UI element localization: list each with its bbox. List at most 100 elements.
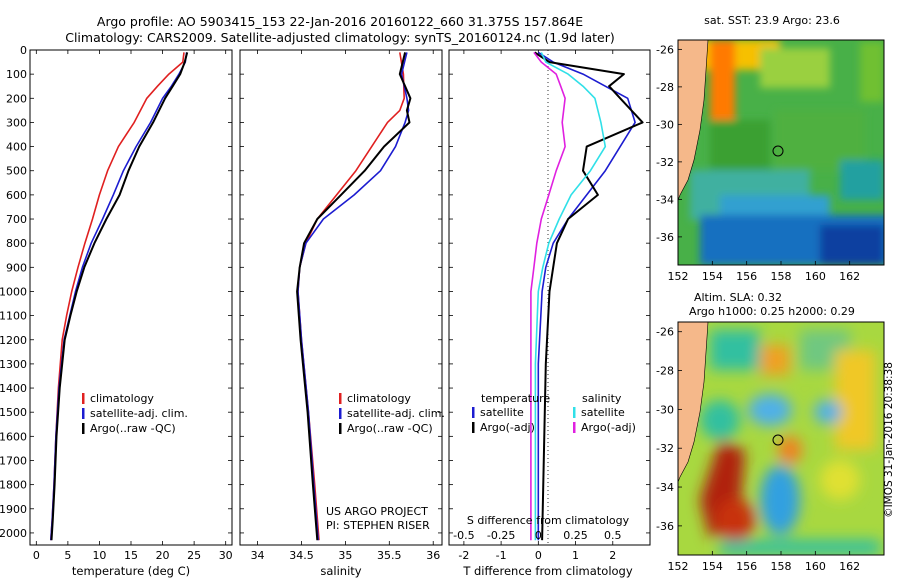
ytick-label: 1000 bbox=[0, 285, 27, 298]
map-ytick-label: -36 bbox=[656, 231, 674, 244]
map-xtick-label: 152 bbox=[668, 560, 689, 573]
temperature-lines bbox=[50, 52, 189, 541]
xtick-label: 20 bbox=[156, 549, 170, 562]
legend-swatch bbox=[472, 422, 475, 433]
map-xtick-label: 156 bbox=[736, 270, 757, 283]
salinity-xlabel: salinity bbox=[320, 564, 361, 578]
sla-map-title2: Argo h1000: 0.25 h2000: 0.29 bbox=[689, 305, 855, 318]
series-line bbox=[537, 51, 636, 541]
legend-label: climatology bbox=[347, 392, 411, 405]
ytick-label: 1500 bbox=[0, 406, 27, 419]
map-xtick-label: 152 bbox=[668, 270, 689, 283]
legend-swatch bbox=[573, 407, 576, 418]
legend-label: Argo(..raw -QC) bbox=[347, 422, 433, 435]
map-ytick-label: -26 bbox=[656, 43, 674, 56]
ytick-label: 600 bbox=[6, 189, 27, 202]
legend-label: satellite bbox=[480, 406, 524, 419]
difference-lines bbox=[530, 51, 644, 541]
sla-land bbox=[678, 322, 709, 483]
ytick-label: 1900 bbox=[0, 503, 27, 516]
legend-label: Argo(..raw -QC) bbox=[90, 422, 176, 435]
xtick-label: 5 bbox=[64, 549, 71, 562]
ytick-label: 900 bbox=[6, 261, 27, 274]
map-xtick-label: 158 bbox=[771, 270, 792, 283]
s-xtick-label: 0 bbox=[535, 529, 542, 542]
map-xtick-label: 160 bbox=[805, 270, 826, 283]
xtick-label: 10 bbox=[92, 549, 106, 562]
ytick-label: 1100 bbox=[0, 310, 27, 323]
xtick-label: 34.5 bbox=[289, 549, 314, 562]
map-ytick-label: -32 bbox=[656, 156, 674, 169]
sla-map-image bbox=[678, 322, 884, 555]
t-difference-xlabel: T difference from climatology bbox=[462, 564, 633, 578]
xtick-label: 30 bbox=[219, 549, 233, 562]
map-ytick-label: -32 bbox=[656, 442, 674, 455]
map-ytick-label: -34 bbox=[656, 193, 674, 206]
ytick-label: 300 bbox=[6, 116, 27, 129]
temperature-ticks: 0 100 200 300 400 500 600 700 800 900 1000 1100 1200… bbox=[0, 44, 233, 562]
xtick-label: -2 bbox=[458, 549, 469, 562]
legend-swatch bbox=[573, 422, 576, 433]
legend-label: satellite-adj. clim. bbox=[347, 407, 445, 420]
ytick-label: 100 bbox=[6, 68, 27, 81]
sst-map-title: sat. SST: 23.9 Argo: 23.6 bbox=[704, 14, 840, 27]
s-xtick-label: 0.5 bbox=[604, 529, 622, 542]
series-line bbox=[530, 51, 566, 541]
ytick-label: 400 bbox=[6, 141, 27, 154]
s-difference-label: S difference from climatology bbox=[467, 514, 630, 527]
s-xtick-label: -0.25 bbox=[487, 529, 515, 542]
legend-label: satellite bbox=[581, 406, 625, 419]
legend-title-temperature: temperature bbox=[481, 392, 550, 405]
map-ytick-label: -30 bbox=[656, 118, 674, 131]
temperature-xlabel: temperature (deg C) bbox=[72, 564, 190, 578]
xtick-label: 15 bbox=[124, 549, 138, 562]
ytick-label: 1300 bbox=[0, 358, 27, 371]
ytick-label: 700 bbox=[6, 213, 27, 226]
map-xtick-label: 156 bbox=[736, 560, 757, 573]
salinity-ticks: 34 34.5 35 35.5 36 bbox=[240, 49, 442, 562]
ytick-label: 500 bbox=[6, 165, 27, 178]
series-line bbox=[296, 52, 412, 541]
map-xtick-label: 160 bbox=[805, 560, 826, 573]
xtick-label: 1 bbox=[572, 549, 579, 562]
sla-map-ticks: 152 154 156 158 160 162 -26 -28 -30 -32 -34 -36 bbox=[656, 326, 860, 573]
salinity-legend: climatology satellite-adj. clim. Argo(..ra… bbox=[339, 392, 445, 435]
map-xtick-label: 154 bbox=[702, 560, 723, 573]
temperature-legend: climatology satellite-adj. clim. Argo(..ra… bbox=[82, 392, 188, 435]
ytick-label: 1200 bbox=[0, 334, 27, 347]
ytick-label: 800 bbox=[6, 237, 27, 250]
xtick-label: 2 bbox=[609, 549, 616, 562]
map-xtick-label: 158 bbox=[771, 560, 792, 573]
temperature-axes bbox=[29, 49, 233, 546]
ytick-label: 0 bbox=[20, 44, 27, 57]
map-ytick-label: -28 bbox=[656, 81, 674, 94]
legend-label: Argo(-adj) bbox=[480, 421, 535, 434]
xtick-label: 0 bbox=[535, 549, 542, 562]
map-ytick-label: -34 bbox=[656, 481, 674, 494]
series-line bbox=[534, 51, 644, 541]
temperature-panel: 0 100 200 300 400 500 600 700 800 900 1000 1100 1200… bbox=[0, 44, 233, 578]
legend-swatch bbox=[339, 408, 342, 419]
ytick-label: 200 bbox=[6, 92, 27, 105]
sla-map-title1: Altim. SLA: 0.32 bbox=[694, 291, 782, 304]
timestamp-stamp: ©IMOS 31-Jan-2016 20:38:38 bbox=[883, 362, 895, 518]
xtick-label: 35 bbox=[338, 549, 352, 562]
series-line bbox=[534, 52, 607, 541]
s-difference-ticks: -0.5 -0.25 0 0.25 0.5 bbox=[453, 529, 621, 542]
legend-swatch bbox=[339, 423, 342, 434]
legend-swatch bbox=[82, 393, 85, 404]
map-xtick-label: 154 bbox=[702, 270, 723, 283]
legend-label: satellite-adj. clim. bbox=[90, 407, 188, 420]
project-label: US ARGO PROJECT bbox=[326, 505, 428, 518]
difference-ticks: -2 -1 0 1 2 bbox=[449, 49, 650, 562]
salinity-axes bbox=[239, 49, 443, 546]
legend-label: Argo(-adj) bbox=[581, 421, 636, 434]
sst-map-panel: sat. SST: 23.9 Argo: 23.6 152 154 156 158 16… bbox=[656, 14, 885, 283]
xtick-label: 36 bbox=[426, 549, 440, 562]
legend-label: climatology bbox=[90, 392, 154, 405]
map-xtick-label: 162 bbox=[839, 560, 860, 573]
ytick-label: 1600 bbox=[0, 430, 27, 443]
header-line1: Argo profile: AO 5903415_153 22-Jan-2016… bbox=[97, 14, 583, 29]
sla-argo-marker bbox=[772, 434, 784, 446]
xtick-label: 25 bbox=[187, 549, 201, 562]
